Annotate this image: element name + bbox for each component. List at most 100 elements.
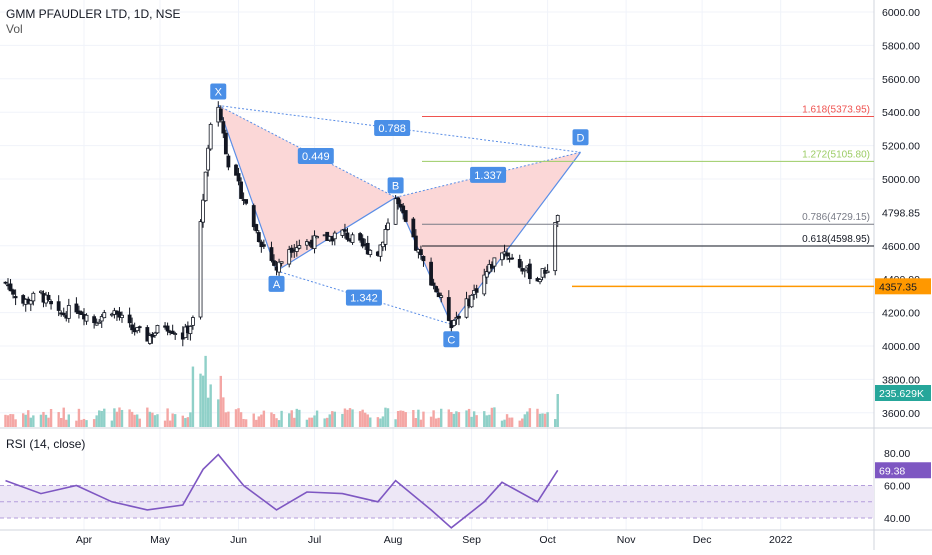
candle-down [137, 326, 142, 329]
volume-bar [467, 408, 471, 427]
candle-up [340, 229, 345, 236]
volume-bar [166, 408, 169, 427]
volume-bar [47, 417, 50, 427]
candle-up [206, 147, 211, 171]
pattern-point-c-bg [443, 331, 460, 348]
pattern-ratio-bg [345, 289, 382, 306]
candle-up [277, 261, 281, 273]
volume-bar [280, 410, 283, 427]
volume-bar [305, 419, 309, 427]
candle-up [464, 298, 469, 318]
price-axis-tick: 4600.00 [882, 241, 920, 253]
symbol-title: GMM PFAUDLER LTD, 1D, NSE [6, 7, 181, 21]
volume-bar [432, 410, 435, 427]
pattern-point-a-bg [268, 275, 285, 292]
pattern-point-b: B [392, 180, 399, 192]
rsi-legend: RSI (14, close) [6, 437, 86, 451]
volume-bar [277, 420, 281, 427]
candle-down [345, 232, 350, 240]
candle-down [223, 132, 228, 155]
volume-bar [455, 411, 458, 427]
volume-bar [450, 412, 453, 427]
volume-bar [485, 415, 488, 427]
price-axis-tick: 4798.85 [882, 208, 920, 220]
volume-bar [528, 408, 532, 427]
volume-bar [174, 414, 177, 427]
volume-bar [434, 418, 438, 427]
volume-bar [326, 417, 329, 427]
volume-bar [75, 420, 78, 427]
time-axis-tick: Dec [693, 534, 712, 546]
volume-bar [546, 412, 549, 427]
volume-bar [348, 408, 352, 427]
volume-bar [384, 407, 387, 427]
rsi-value-tag: 69.38 [879, 465, 905, 477]
candle-down [446, 297, 451, 321]
volume-bar [381, 416, 385, 427]
volume-bar [42, 411, 45, 427]
candle-down [434, 286, 439, 293]
candle-down [234, 164, 238, 176]
volume-bar [323, 418, 326, 427]
candle-down [130, 324, 135, 331]
volume-bar [242, 418, 245, 427]
candle-up [297, 245, 302, 249]
volume-bar [44, 414, 48, 427]
volume-bar [376, 417, 380, 427]
candle-down [421, 255, 426, 262]
pattern-ratio: 1.342 [350, 293, 378, 305]
volume-bar [290, 410, 293, 427]
volume-bar [6, 415, 10, 427]
volume-bar [298, 409, 301, 427]
candle-down [117, 311, 122, 318]
candle-up [279, 261, 284, 264]
volume-legend: Vol [6, 22, 23, 36]
volume-bar [543, 413, 547, 427]
volume-bar [521, 418, 524, 427]
price-axis-tick: 4000.00 [882, 341, 920, 353]
volume-bar [244, 419, 248, 427]
candle-up [66, 305, 71, 319]
volume-bar [386, 408, 390, 427]
volume-bar [440, 408, 443, 427]
harmonic-pattern-layer [217, 105, 582, 325]
volume-bar [110, 420, 114, 427]
volume-bar [239, 412, 243, 427]
volume-bar [490, 407, 494, 427]
volume-bar [538, 413, 542, 427]
fib-level-label: 0.786(4729.15) [802, 212, 870, 223]
candle-up [39, 290, 43, 293]
candle-up [287, 249, 292, 265]
time-axis-tick: May [150, 534, 171, 546]
candle-up [198, 221, 203, 318]
volume-bar [95, 415, 98, 427]
volume-bar [209, 384, 212, 427]
time-axis-tick: 2022 [769, 534, 793, 546]
volume-bar [219, 375, 222, 427]
volume-bar [270, 412, 273, 427]
volume-bar [255, 419, 258, 427]
candle-down [236, 173, 241, 182]
volume-bar [171, 413, 174, 427]
price-axis-tick: 5200.00 [882, 141, 920, 153]
candle-down [457, 315, 461, 319]
volume-bar [483, 411, 486, 427]
candle-up [332, 232, 337, 240]
volume-bar [146, 407, 149, 427]
pattern-ratio-line [218, 105, 396, 198]
volume-bar [452, 413, 456, 427]
volume-bar [510, 417, 514, 427]
volume-bar [369, 417, 372, 427]
volume-bar [118, 407, 121, 427]
volume-bar [92, 419, 96, 427]
volume-bar [77, 408, 81, 427]
candle-down [92, 316, 97, 324]
candle-down [358, 233, 363, 241]
candle-down [527, 263, 532, 280]
volume-bar [227, 411, 230, 427]
candle-up [188, 326, 193, 335]
volume-bar [217, 399, 220, 427]
volume-bar [115, 411, 119, 427]
